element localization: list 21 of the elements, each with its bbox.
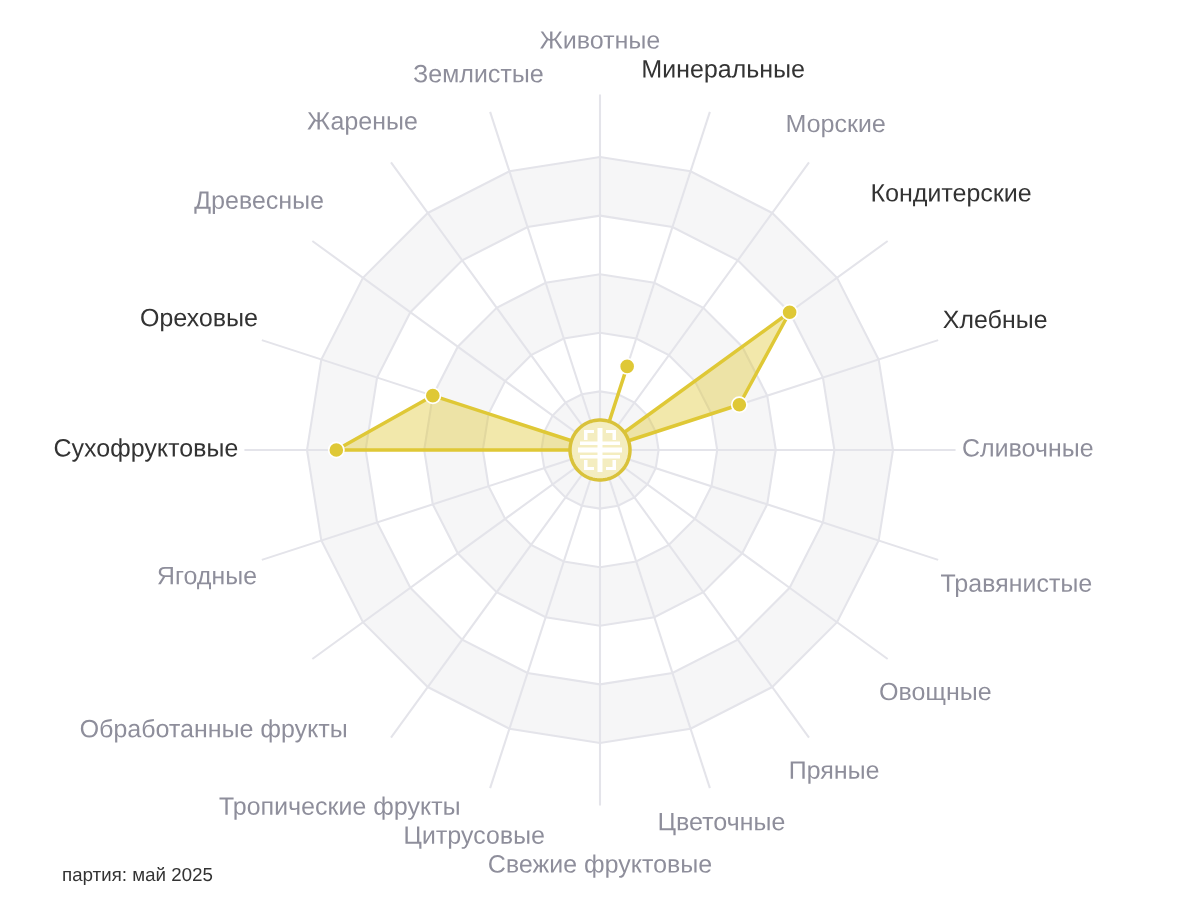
spoke-label: Травянистые [941, 574, 1092, 597]
spoke-label: Цитрусовые [405, 826, 544, 849]
spoke-label: Животные [540, 31, 660, 49]
spoke-label: Хлебные [943, 309, 1047, 329]
spoke-label: Жареные [307, 112, 417, 135]
spoke-label: Обработанные фрукты [80, 718, 346, 743]
spoke-label: Землистые [413, 64, 543, 83]
spoke-label: Древесные [194, 191, 323, 214]
spoke-label: Свежие фруктовые [489, 854, 712, 878]
spoke-label: Сливочные [963, 439, 1093, 457]
spoke-label: Овощные [880, 682, 991, 706]
spoke-label: Минеральные [643, 60, 804, 83]
spoke-label: Цветочные [659, 813, 785, 836]
spoke-label: Ореховые [141, 308, 257, 332]
spoke-label: Кондитерские [872, 184, 1031, 207]
spoke-label: Пряные [790, 761, 879, 784]
spoke-label: Морские [787, 114, 885, 138]
text: партия: май 2025 [63, 867, 213, 885]
spoke-label: Сухофруктовые [54, 438, 238, 462]
spoke-label: Ягодные [158, 566, 256, 590]
spoke-label: Тропические фрукты [219, 796, 459, 820]
